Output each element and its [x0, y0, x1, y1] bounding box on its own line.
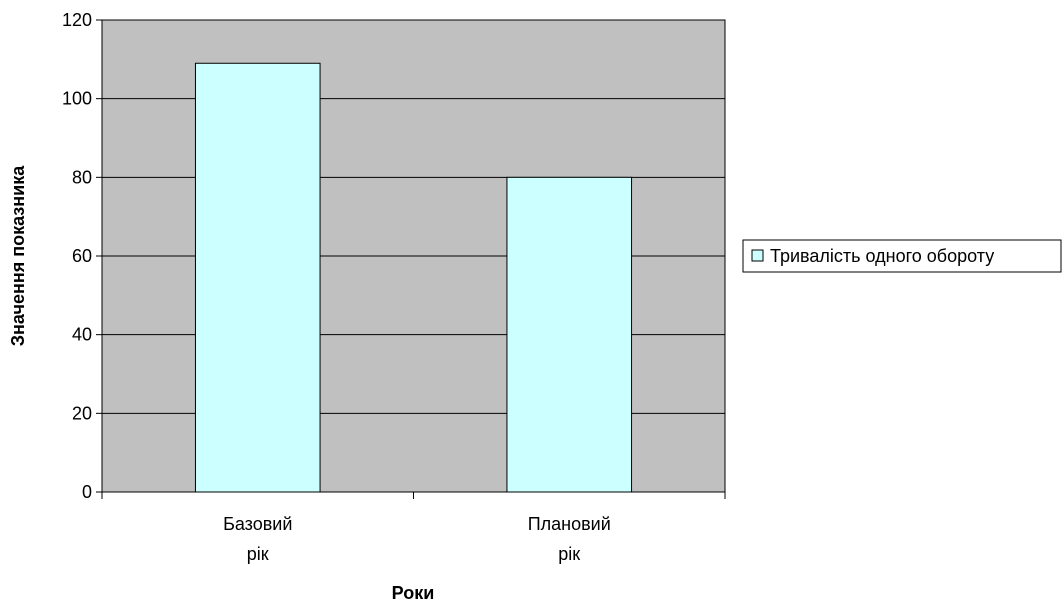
bar: [194, 62, 321, 493]
x-tick-label: Плановий рік: [528, 514, 611, 564]
axes: [96, 19, 726, 499]
x-axis-title: Роки: [392, 583, 435, 603]
x-tick-label: Базовий рік: [223, 514, 292, 564]
y-tick-label: 60: [72, 246, 92, 266]
legend: Тривалість одного обороту: [742, 239, 1062, 273]
legend-box: [742, 239, 1062, 273]
x-tick-labels: Базовий рік Плановий рік: [223, 514, 611, 564]
y-tick-label: 0: [82, 482, 92, 502]
y-tick-label: 40: [72, 325, 92, 345]
y-tick-label: 20: [72, 403, 92, 423]
y-tick-labels: 0 20 40 60 80 100 120: [62, 10, 92, 502]
y-tick-label: 80: [72, 167, 92, 187]
y-axis-title: Значення показника: [8, 165, 28, 346]
bar: [506, 176, 633, 493]
legend-swatch: [751, 249, 764, 262]
y-tick-label: 100: [62, 89, 92, 109]
legend-label: Тривалість одного обороту: [770, 246, 994, 266]
y-tick-label: 120: [62, 10, 92, 30]
bars: [194, 62, 633, 493]
